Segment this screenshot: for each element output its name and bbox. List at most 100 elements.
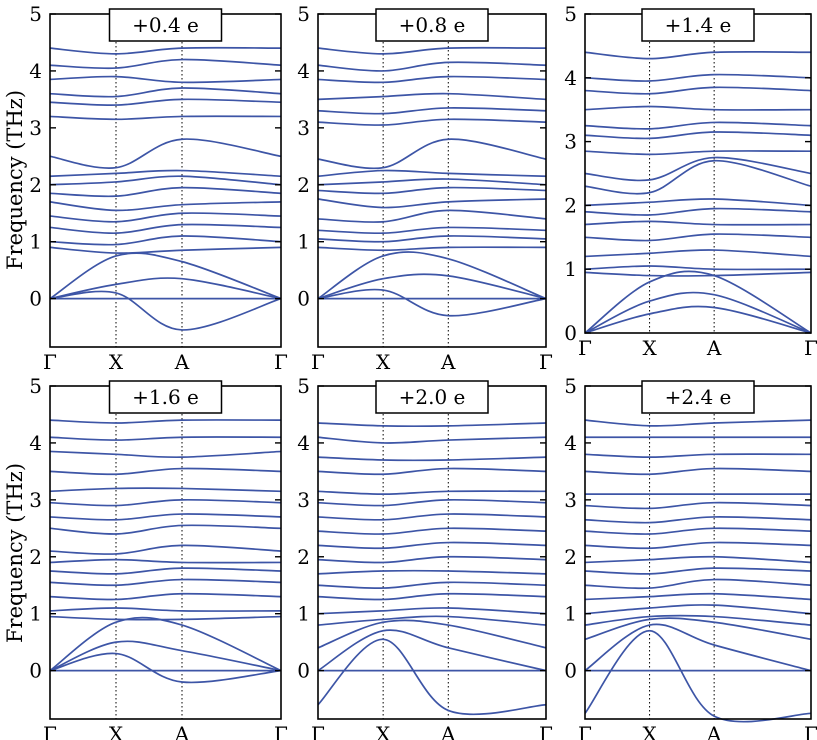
band-line	[317, 107, 547, 115]
band-line	[584, 270, 812, 334]
band-line	[317, 638, 547, 716]
band-line	[49, 98, 282, 106]
y-tick-label: 0	[297, 659, 310, 683]
y-tick-label: 5	[564, 2, 577, 26]
band-line	[317, 186, 547, 195]
x-tick-label: Γ	[43, 350, 57, 374]
y-tick-label: 5	[29, 374, 42, 398]
panel-1: 0 1 2 3 4 5 Γ X A Γ +0.4 e	[29, 2, 288, 374]
y-tick-label: 4	[29, 59, 42, 83]
band-line	[49, 487, 282, 493]
band-line	[317, 118, 547, 126]
band-line	[317, 235, 547, 243]
band-line	[49, 58, 282, 70]
y-tick-label: 1	[29, 230, 42, 254]
band-line	[49, 175, 282, 186]
band-line	[49, 513, 282, 521]
x-tick-label: Γ	[578, 336, 592, 360]
band-line	[584, 271, 812, 277]
x-tick-label: Γ	[804, 722, 817, 740]
band-line	[584, 121, 812, 130]
y-tick-label: 2	[564, 545, 577, 569]
band-line	[49, 578, 282, 587]
y-tick-label: 0	[564, 659, 577, 683]
y-tick-label: 5	[297, 374, 310, 398]
band-line	[584, 555, 812, 564]
band-line	[49, 115, 282, 121]
band-line	[49, 246, 282, 254]
y-tick-label: 2	[29, 545, 42, 569]
panel-5: 0 1 2 3 4 5 Γ X A Γ +2.0 e	[297, 374, 553, 740]
x-tick-label: Γ	[578, 722, 592, 740]
band-line	[317, 198, 547, 209]
band-line	[584, 578, 812, 590]
y-tick-label: 5	[297, 2, 310, 26]
band-line	[584, 604, 812, 615]
x-tick-label: Γ	[311, 350, 325, 374]
band-line	[49, 212, 282, 223]
x-tick-label: X	[376, 722, 391, 740]
band-line	[317, 555, 547, 564]
y-tick-label: 4	[564, 66, 577, 90]
band-line	[49, 87, 282, 98]
band-line	[584, 592, 812, 601]
band-line	[49, 607, 282, 612]
x-tick-label: X	[642, 722, 657, 740]
x-tick-label: Γ	[539, 722, 553, 740]
x-tick-label: A	[706, 336, 722, 360]
band-line	[584, 131, 812, 140]
panel-title: +0.8 e	[399, 13, 466, 37]
y-tick-label: 4	[297, 59, 310, 83]
band-line	[317, 607, 547, 615]
panel-title: +1.4 e	[665, 13, 732, 37]
y-tick-label: 3	[29, 116, 42, 140]
x-tick-label: Γ	[274, 722, 288, 740]
y-tick-label: 5	[29, 2, 42, 26]
x-tick-label: X	[376, 350, 391, 374]
band-line	[317, 592, 547, 601]
x-tick-label: Γ	[274, 350, 288, 374]
x-tick-label: Γ	[804, 336, 817, 360]
x-tick-label: Γ	[539, 350, 553, 374]
band-line	[317, 619, 547, 649]
y-tick-label: 1	[297, 602, 310, 626]
band-line	[49, 652, 282, 684]
band-line	[317, 178, 547, 186]
band-line	[584, 156, 812, 182]
panel-title-box	[641, 380, 755, 414]
band-line	[584, 249, 812, 258]
y-tick-label: 2	[297, 173, 310, 197]
band-line	[584, 453, 812, 459]
plot-frame	[584, 385, 812, 720]
band-line	[49, 640, 282, 672]
band-line	[49, 467, 282, 476]
x-tick-label: A	[706, 722, 722, 740]
band-line	[317, 226, 547, 235]
band-line	[49, 290, 282, 331]
x-tick-label: X	[109, 350, 124, 374]
band-line	[49, 186, 282, 198]
band-line	[584, 467, 812, 476]
panel-title-box	[108, 8, 223, 42]
band-line	[49, 223, 282, 235]
x-tick-label: Γ	[43, 722, 57, 740]
band-line	[49, 544, 282, 555]
band-line	[317, 467, 547, 476]
band-line	[584, 623, 812, 672]
band-line	[317, 615, 547, 626]
band-line	[317, 209, 547, 223]
band-line	[584, 567, 812, 575]
y-tick-label: 3	[29, 488, 42, 512]
band-line	[584, 617, 812, 641]
panel-title-box	[641, 8, 755, 42]
x-tick-label: A	[440, 722, 456, 740]
y-tick-label: 3	[564, 488, 577, 512]
plot-frame	[317, 385, 547, 720]
band-line	[584, 50, 812, 60]
panel-title: +2.4 e	[665, 385, 732, 409]
band-line	[584, 207, 812, 216]
band-line	[317, 138, 547, 170]
band-line	[317, 498, 547, 507]
band-line	[49, 46, 282, 55]
